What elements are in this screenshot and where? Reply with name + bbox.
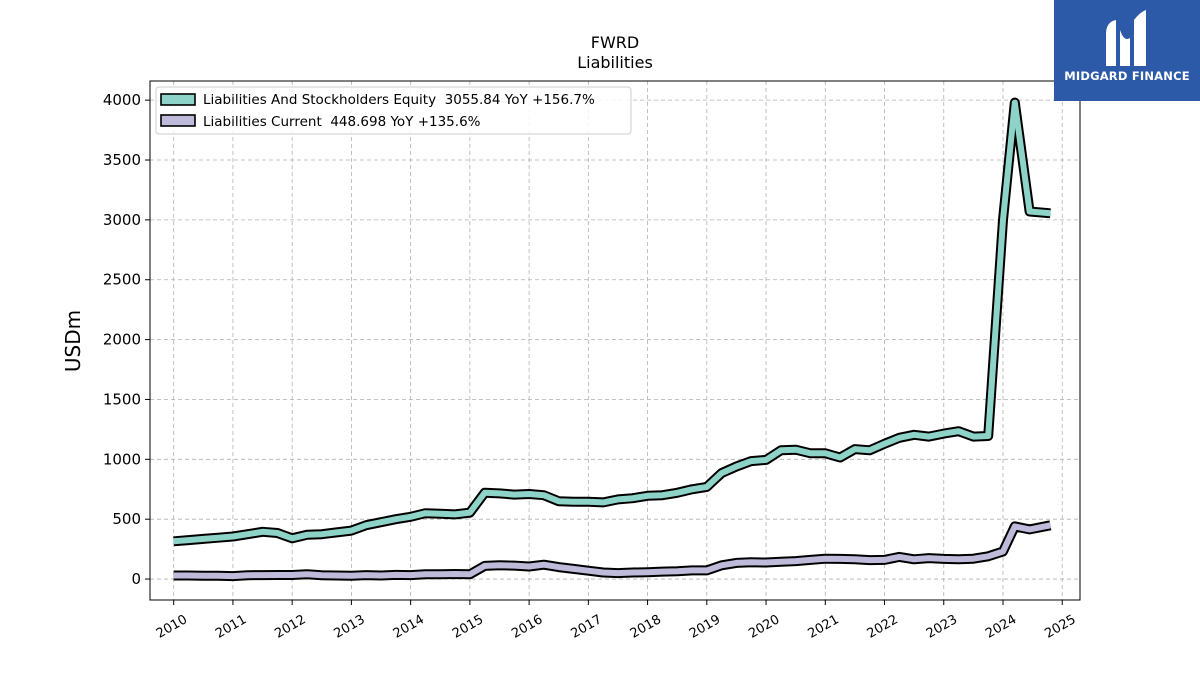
logo-mark-icon: [1106, 10, 1146, 66]
x-tick-label: 2021: [805, 612, 841, 642]
x-tick-label: 2019: [687, 612, 723, 642]
x-axis: 2010 2011 2012 2013 2014 2015 2016 2017 2018 2019…: [154, 600, 1079, 642]
x-tick-label: 2017: [569, 612, 605, 642]
x-tick-label: 2022: [865, 612, 901, 642]
x-tick-label: 2023: [924, 612, 960, 642]
legend-box: [155, 86, 632, 135]
y-axis: 0 500 1000 1500 2000 2500 3000 3500 4000: [103, 91, 150, 588]
legend-swatch-current: [160, 114, 196, 127]
midgard-finance-logo: MIDGARD FINANCE: [1054, 0, 1200, 101]
legend-label-current: Liabilities Current 448.698 YoY +135.6%: [203, 114, 481, 130]
x-tick-label: 2018: [628, 612, 664, 642]
x-tick-label: 2024: [983, 612, 1019, 642]
x-tick-label: 2015: [450, 612, 486, 642]
grid: [150, 81, 1080, 600]
chart-title: FWRD: [591, 33, 639, 52]
plot-frame: [149, 80, 1081, 601]
legend-label-equity: Liabilities And Stockholders Equity 3055…: [203, 92, 595, 108]
y-tick-label: 1000: [103, 450, 141, 468]
x-tick-label: 2016: [509, 612, 545, 642]
y-tick-label: 2500: [103, 271, 141, 289]
x-tick-label: 2025: [1042, 612, 1078, 642]
x-tick-label: 2011: [213, 612, 249, 642]
x-tick-label: 2012: [272, 612, 308, 642]
y-tick-label: 3500: [103, 151, 141, 169]
y-tick-label: 4000: [103, 91, 141, 109]
series-liabilities-and-stockholders-equity-outline: [173, 97, 1051, 547]
x-tick-label: 2020: [746, 612, 782, 642]
legend-swatch-equity: [160, 93, 196, 106]
series-layer: [173, 97, 1052, 582]
y-tick-label: 2000: [103, 331, 141, 349]
x-tick-label: 2013: [332, 612, 368, 642]
chart-subtitle: Liabilities: [577, 53, 653, 72]
y-tick-label: 1500: [103, 390, 141, 408]
series-liabilities-and-stockholders-equity-line: [173, 99, 1051, 545]
legend: Liabilities And Stockholders Equity 3055…: [155, 86, 632, 135]
logo-text: MIDGARD FINANCE: [1064, 69, 1190, 83]
series-liabilities-current-line: [173, 522, 1051, 580]
y-axis-label: USDm: [61, 310, 85, 372]
x-tick-label: 2010: [154, 612, 190, 642]
y-tick-label: 500: [112, 510, 141, 528]
y-tick-label: 3000: [103, 211, 141, 229]
x-tick-label: 2014: [391, 612, 427, 642]
y-tick-label: 0: [131, 570, 141, 588]
